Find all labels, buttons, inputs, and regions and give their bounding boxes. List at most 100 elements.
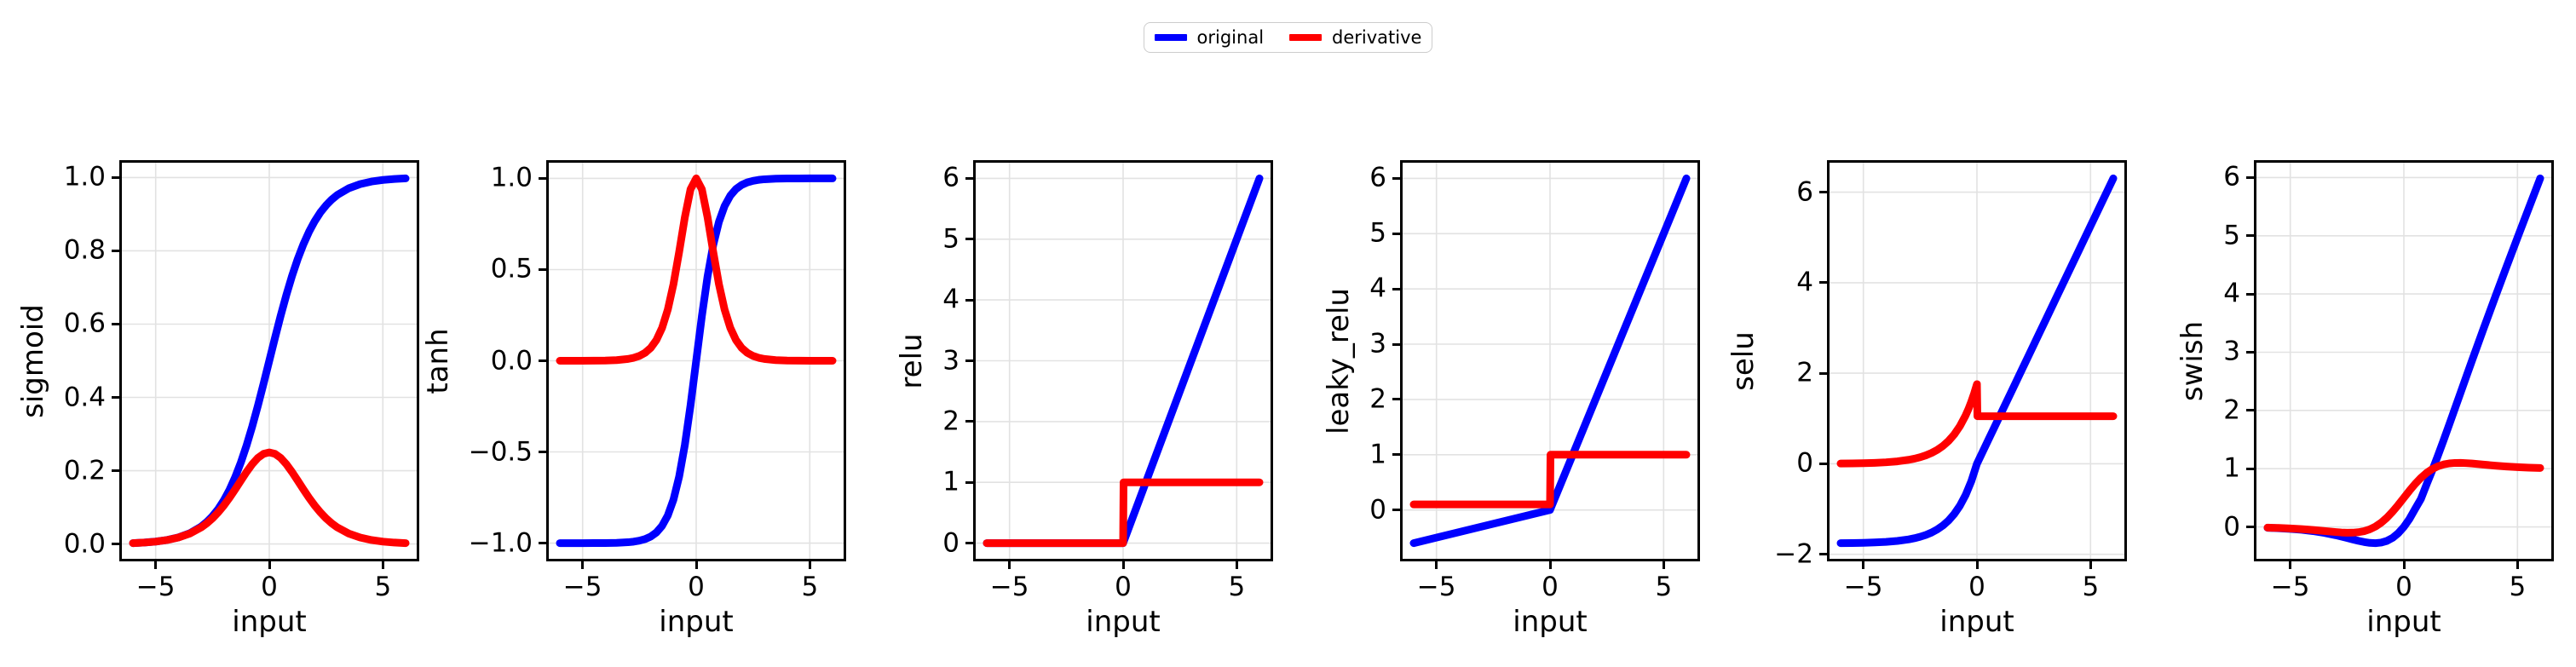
y-axis-label: swish [2175, 320, 2210, 401]
x-tick-mark [1862, 561, 1865, 569]
y-axis-label: tanh [421, 327, 455, 394]
x-tick-mark [1235, 561, 1238, 569]
y-tick-label: 4 [1369, 273, 1386, 304]
axes-spines [119, 160, 419, 561]
x-tick-label: 5 [2082, 572, 2100, 602]
y-tick-mark [539, 267, 546, 271]
chart-canvas [1827, 160, 2127, 561]
y-tick-mark [539, 451, 546, 454]
y-tick-label: 5 [942, 223, 960, 255]
y-tick-mark [1819, 553, 1827, 556]
y-axis-label: selu [1726, 331, 1761, 391]
y-tick-mark [2246, 292, 2254, 296]
subplot: relu input 0 1 2 3 4 5 6 −5 0 5 [895, 160, 1273, 636]
y-tick-mark [965, 542, 973, 545]
y-tick-label: −2 [1774, 538, 1813, 570]
x-axis-label: input [2366, 605, 2441, 639]
y-axis-label: relu [895, 332, 929, 389]
axes-spines [1400, 160, 1700, 561]
y-tick-label: 2 [1796, 357, 1813, 388]
y-tick-mark [1392, 398, 1400, 401]
x-tick-mark [2289, 561, 2292, 569]
curve-original [1409, 174, 1691, 548]
y-tick-label: 5 [1369, 217, 1386, 249]
chart-canvas [119, 160, 419, 561]
y-tick-label: 6 [942, 162, 960, 193]
y-tick-label: −1.0 [468, 527, 533, 559]
x-axis-label: input [1939, 605, 2014, 639]
curve-original [1836, 174, 2118, 548]
y-tick-label: 6 [1796, 176, 1813, 208]
x-tick-mark [2402, 561, 2406, 569]
legend-item-original: original [1154, 28, 1264, 47]
x-tick-mark [581, 561, 585, 569]
y-tick-mark [112, 249, 119, 252]
x-tick-label: 0 [2395, 572, 2412, 602]
plot-area [1400, 160, 1700, 561]
subplot: selu input −2 0 2 4 6 −5 0 5 [1726, 160, 2127, 636]
y-tick-mark [1392, 509, 1400, 512]
y-tick-mark [2246, 467, 2254, 470]
y-tick-label: 0 [1369, 494, 1386, 526]
y-tick-label: 0.8 [63, 234, 106, 266]
figure-legend: original derivative [1143, 22, 1433, 53]
y-tick-label: 0.6 [63, 308, 106, 339]
x-tick-mark [2089, 561, 2092, 569]
y-tick-mark [1392, 453, 1400, 457]
x-tick-mark [1662, 561, 1665, 569]
y-tick-mark [1392, 176, 1400, 180]
y-tick-mark [2246, 234, 2254, 238]
y-tick-label: 3 [2223, 336, 2240, 367]
original-line-swatch [1154, 34, 1187, 41]
x-tick-mark [1975, 561, 1979, 569]
y-tick-mark [1392, 342, 1400, 346]
y-tick-label: 0.0 [63, 528, 106, 560]
x-tick-mark [694, 561, 698, 569]
curve-derivative [1836, 380, 2118, 468]
y-tick-label: 0.4 [63, 382, 106, 413]
curve-derivative [556, 174, 837, 365]
y-tick-label: 0.0 [490, 345, 533, 376]
y-tick-label: 1.0 [490, 162, 533, 193]
y-tick-label: 4 [2223, 278, 2240, 309]
y-tick-label: 3 [1369, 328, 1386, 359]
plot-area [546, 160, 846, 561]
x-tick-mark [154, 561, 158, 569]
y-tick-mark [1392, 232, 1400, 235]
x-tick-label: −5 [989, 572, 1029, 602]
x-tick-label: 5 [801, 572, 819, 602]
y-tick-label: 1.0 [63, 161, 106, 193]
x-tick-label: 5 [2509, 572, 2527, 602]
y-tick-label: 4 [942, 284, 960, 315]
y-tick-label: 0.2 [63, 455, 106, 486]
y-tick-mark [112, 469, 119, 473]
curve-derivative [2263, 458, 2544, 537]
y-tick-mark [1819, 191, 1827, 194]
y-tick-label: 0.5 [490, 253, 533, 285]
y-tick-label: 6 [1369, 162, 1386, 193]
x-tick-mark [1008, 561, 1011, 569]
chart-canvas [1400, 160, 1700, 561]
derivative-line-swatch [1289, 34, 1323, 41]
y-tick-mark [112, 322, 119, 325]
x-tick-label: −5 [1843, 572, 1883, 602]
y-tick-label: 1 [2223, 452, 2240, 484]
y-tick-mark [965, 420, 973, 423]
chart-canvas [2254, 160, 2554, 561]
y-tick-mark [1819, 281, 1827, 285]
x-tick-label: 5 [374, 572, 392, 602]
y-tick-mark [2246, 409, 2254, 412]
x-tick-mark [808, 561, 811, 569]
x-tick-mark [2515, 561, 2519, 569]
x-tick-label: 0 [1542, 572, 1559, 602]
subplot: leaky_relu input 0 1 2 3 4 5 6 −5 0 5 [1322, 160, 1700, 636]
plot-area [973, 160, 1273, 561]
curve-derivative [1409, 451, 1691, 509]
y-tick-mark [965, 238, 973, 241]
x-tick-mark [381, 561, 384, 569]
x-tick-label: −5 [1416, 572, 1456, 602]
legend-label-derivative: derivative [1332, 26, 1422, 48]
curve-original [556, 174, 837, 548]
y-tick-mark [965, 176, 973, 180]
